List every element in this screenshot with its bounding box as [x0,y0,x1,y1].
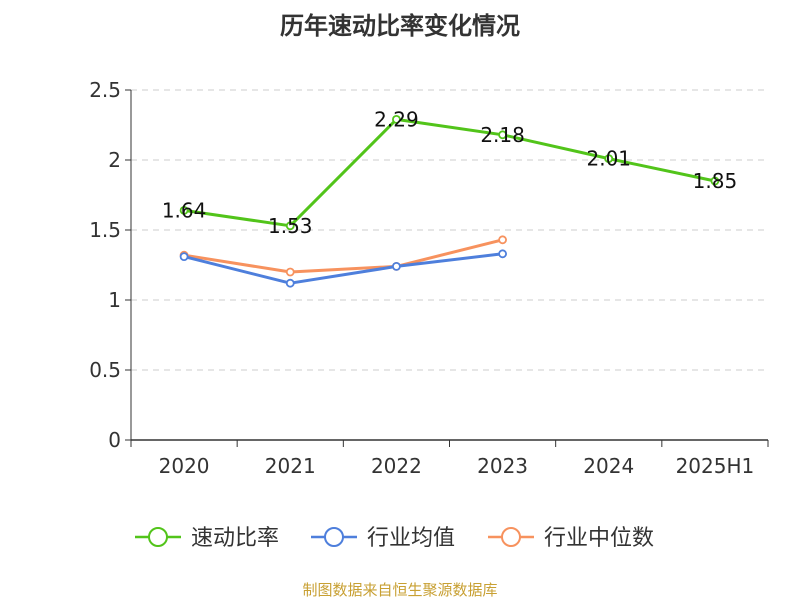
x-tick-label: 2023 [477,454,528,478]
series-line-0 [183,117,716,228]
x-tick-label: 2021 [265,454,316,478]
data-source-note: 制图数据来自恒生聚源数据库 [302,581,498,599]
data-point [285,221,295,231]
series-lines: 1.64 1.53 2.29 2.18 2.01 1.85 [162,107,738,288]
legend-marker [324,527,344,547]
legend-label: 行业均值 [367,526,455,551]
data-point [392,261,401,271]
data-label: 1.64 [162,198,207,222]
legend-label: 行业中位数 [544,526,654,551]
data-label: 2.18 [480,123,525,147]
y-tick-label: 1.5 [89,218,121,242]
y-tick-label: 0.5 [89,358,121,382]
y-tick-label: 0 [108,428,121,452]
x-tick-label: 2025H1 [676,454,755,478]
y-tick-label: 2 [108,148,121,172]
data-point [498,249,507,259]
y-tick-label: 1 [108,288,121,312]
x-tick-label: 2024 [583,454,634,478]
data-point [179,252,189,262]
data-label: 1.53 [268,214,313,238]
legend-marker [148,527,168,547]
data-label: 1.85 [693,169,738,193]
series-line-2 [183,238,503,274]
legend-label: 速动比率 [191,526,279,551]
data-point [285,267,295,277]
legend-marker [501,527,521,547]
x-tick-label: 2022 [371,454,422,478]
data-point [710,176,720,186]
data-point [285,278,295,288]
data-point [498,235,507,245]
axes: 0 0.5 1 1.5 2 2.5 2020 2021 2022 2023 2024 2025H1 [89,78,769,478]
y-tick-label: 2.5 [89,78,121,102]
data-label: 2.01 [586,147,631,171]
chart-title: 历年速动比率变化情况 [280,12,520,40]
data-point [179,205,189,215]
data-point [392,115,401,124]
legend: 速动比率 行业均值 行业中位数 [135,526,654,551]
data-label: 2.29 [374,107,419,131]
series-line-1 [183,252,503,285]
x-tick-label: 2020 [159,454,210,478]
grid-lines [131,89,768,371]
data-point [604,154,614,164]
data-point [498,130,507,140]
